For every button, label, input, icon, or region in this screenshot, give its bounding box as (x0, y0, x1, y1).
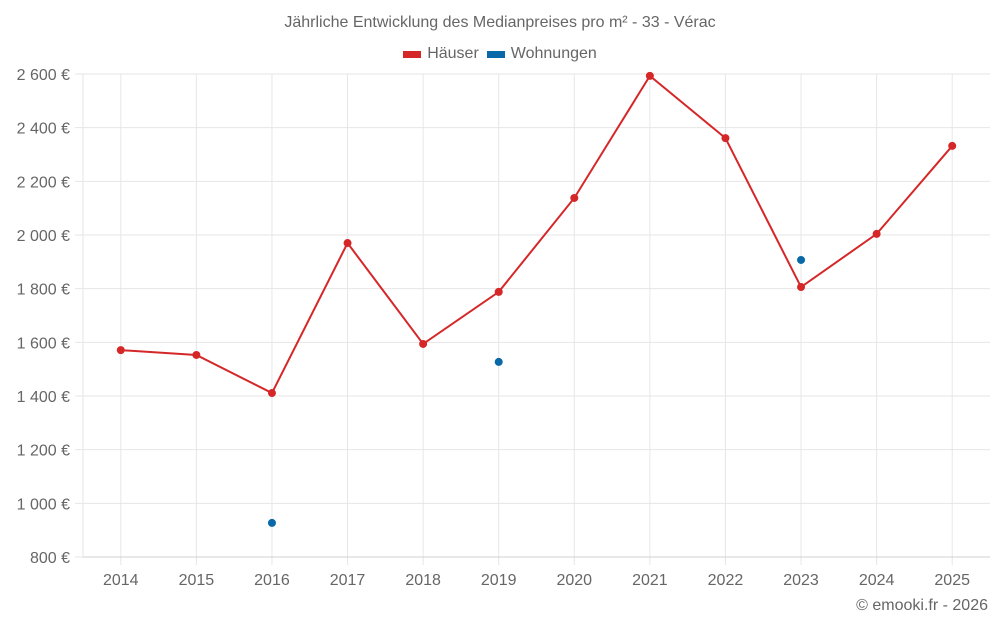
data-point-marker[interactable] (343, 239, 352, 248)
legend-item-haeuser[interactable]: Häuser (403, 45, 479, 63)
y-tick-label: 1 000 € (17, 496, 70, 513)
y-tick-label: 1 400 € (17, 389, 70, 406)
data-point-marker[interactable] (570, 193, 579, 202)
data-point-marker[interactable] (494, 357, 503, 366)
data-point-marker[interactable] (267, 389, 276, 398)
data-point-marker[interactable] (494, 287, 503, 296)
x-tick-label: 2021 (632, 572, 668, 589)
x-tick-label: 2025 (934, 572, 970, 589)
x-tick-label: 2016 (254, 572, 290, 589)
x-tick-label: 2015 (179, 572, 215, 589)
legend-swatch-wohnungen (486, 50, 505, 58)
legend-label-wohnungen: Wohnungen (510, 45, 597, 62)
legend-item-wohnungen[interactable]: Wohnungen (486, 45, 597, 63)
data-point-marker[interactable] (267, 518, 276, 527)
x-tick-label: 2024 (859, 572, 895, 589)
data-point-marker[interactable] (948, 141, 957, 150)
x-tick-label: 2019 (481, 572, 517, 589)
data-point-marker[interactable] (645, 71, 654, 80)
chart-legend: Häuser Wohnungen (0, 45, 1000, 63)
y-tick-label: 2 000 € (17, 228, 70, 245)
data-point-marker[interactable] (419, 339, 428, 348)
x-tick-label: 2018 (405, 572, 441, 589)
data-point-marker[interactable] (797, 283, 806, 292)
y-tick-label: 800 € (30, 550, 70, 567)
y-tick-label: 1 200 € (17, 443, 70, 460)
data-point-marker[interactable] (116, 346, 125, 355)
y-tick-label: 1 800 € (17, 282, 70, 299)
x-tick-label: 2023 (783, 572, 819, 589)
x-tick-label: 2017 (330, 572, 366, 589)
copyright-credit: © emooki.fr - 2026 (856, 597, 988, 614)
chart-title: Jährliche Entwicklung des Medianpreises … (284, 14, 716, 31)
series-line-häuser (120, 74, 953, 395)
y-tick-label: 2 200 € (17, 174, 70, 191)
legend-swatch-haeuser (403, 50, 422, 58)
legend-label-haeuser: Häuser (427, 45, 479, 62)
data-point-marker[interactable] (721, 134, 730, 143)
x-tick-label: 2020 (556, 572, 592, 589)
y-tick-label: 2 400 € (17, 121, 70, 138)
data-point-marker[interactable] (872, 229, 881, 238)
data-point-marker[interactable] (192, 350, 201, 359)
x-tick-label: 2022 (708, 572, 744, 589)
y-tick-label: 1 600 € (17, 335, 70, 352)
data-point-marker[interactable] (797, 255, 806, 264)
x-tick-label: 2014 (103, 572, 139, 589)
y-tick-label: 2 600 € (17, 67, 70, 84)
